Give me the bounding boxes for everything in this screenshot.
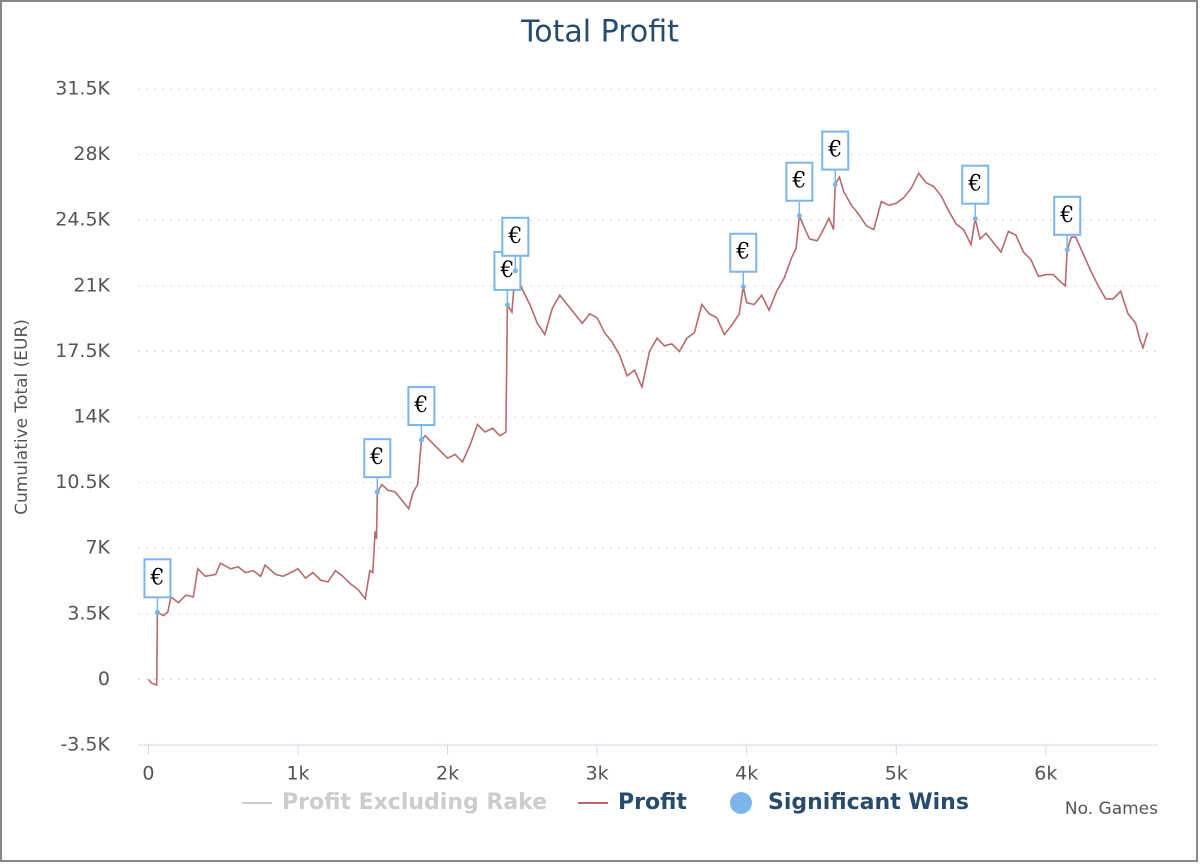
x-tick-label: 0 bbox=[142, 763, 154, 785]
win-point bbox=[512, 268, 518, 274]
win-flag: € bbox=[785, 161, 814, 216]
x-tick-label: 1k bbox=[286, 763, 309, 785]
win-flag: € bbox=[1053, 195, 1082, 250]
flag-label: € bbox=[967, 172, 982, 197]
win-point bbox=[1064, 247, 1070, 253]
win-flag: € bbox=[821, 130, 850, 185]
legend-symbol bbox=[730, 792, 752, 814]
x-tick-label: 2k bbox=[436, 763, 459, 785]
x-tick-label: 4k bbox=[735, 763, 758, 785]
y-tick-label: 7K bbox=[85, 537, 110, 559]
flag-label: € bbox=[499, 258, 514, 283]
flag-box bbox=[143, 558, 172, 599]
win-point bbox=[832, 182, 838, 188]
flag-box bbox=[501, 216, 530, 257]
legend-label: Significant Wins bbox=[768, 790, 969, 815]
flag-box bbox=[821, 130, 850, 171]
flag-label: € bbox=[827, 138, 842, 163]
win-flag: € bbox=[961, 164, 990, 219]
y-tick-label: 17.5K bbox=[55, 340, 110, 362]
legend-label: Profit bbox=[618, 790, 687, 815]
flag-box bbox=[1053, 195, 1082, 236]
flag-label: € bbox=[507, 224, 522, 249]
x-tick-label: 6k bbox=[1034, 763, 1057, 785]
flag-box bbox=[407, 386, 436, 427]
x-tick-label: 3k bbox=[586, 763, 609, 785]
profit-line bbox=[147, 171, 1149, 687]
flag-label: € bbox=[1059, 203, 1074, 228]
y-tick-label: 0 bbox=[98, 668, 110, 690]
flag-box bbox=[729, 232, 758, 273]
x-axis-title: No. Games bbox=[1065, 799, 1158, 819]
flag-label: € bbox=[149, 565, 164, 590]
win-flag: € bbox=[407, 386, 436, 441]
y-tick-label: 3.5K bbox=[67, 602, 110, 624]
y-tick-label: 14K bbox=[73, 406, 110, 428]
chart-title: Total Profit bbox=[520, 15, 679, 50]
win-point bbox=[418, 437, 424, 443]
y-tick-label: 28K bbox=[73, 143, 110, 165]
flag-box bbox=[363, 438, 392, 479]
flag-label: € bbox=[369, 445, 384, 470]
win-flag: € bbox=[501, 216, 530, 271]
y-tick-label: 10.5K bbox=[55, 471, 110, 493]
y-axis-title: Cumulative Total (EUR) bbox=[12, 319, 32, 515]
win-point bbox=[972, 216, 978, 222]
win-flag: € bbox=[729, 232, 758, 287]
flag-box bbox=[785, 161, 814, 202]
y-tick-label: 31.5K bbox=[55, 78, 110, 100]
y-tick-label: 21K bbox=[73, 274, 110, 296]
flag-box bbox=[961, 164, 990, 205]
win-point bbox=[154, 609, 160, 615]
win-flag: € bbox=[143, 558, 172, 613]
win-point bbox=[504, 302, 510, 308]
flag-label: € bbox=[413, 393, 428, 418]
flag-label: € bbox=[791, 169, 806, 194]
y-tick-label: 24.5K bbox=[55, 209, 110, 231]
x-tick-label: 5k bbox=[885, 763, 908, 785]
win-point bbox=[374, 489, 380, 495]
win-point bbox=[796, 213, 802, 219]
y-tick-label: -3.5K bbox=[60, 734, 110, 756]
flag-label: € bbox=[735, 240, 750, 265]
win-point bbox=[740, 284, 746, 290]
legend-label: Profit Excluding Rake bbox=[282, 790, 547, 815]
